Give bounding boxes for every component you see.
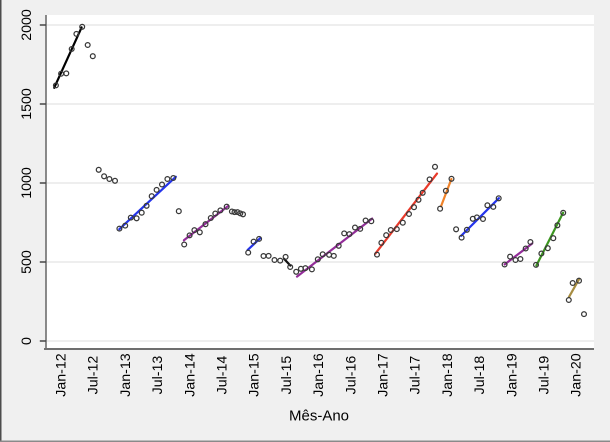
svg-text:Jan-14: Jan-14 bbox=[182, 353, 198, 396]
svg-text:Jan-18: Jan-18 bbox=[440, 353, 456, 396]
svg-text:Jan-17: Jan-17 bbox=[376, 353, 392, 396]
svg-text:500: 500 bbox=[19, 250, 35, 274]
svg-text:1000: 1000 bbox=[19, 167, 35, 199]
svg-text:Jan-12: Jan-12 bbox=[54, 353, 70, 396]
svg-text:Jul-16: Jul-16 bbox=[343, 356, 359, 395]
svg-text:Jan-20: Jan-20 bbox=[569, 353, 585, 396]
svg-text:Jan-13: Jan-13 bbox=[118, 353, 134, 396]
svg-text:0: 0 bbox=[19, 337, 35, 345]
svg-text:Jul-12: Jul-12 bbox=[86, 356, 102, 395]
svg-text:Jul-14: Jul-14 bbox=[215, 356, 231, 395]
svg-text:Jul-17: Jul-17 bbox=[408, 356, 424, 395]
svg-text:Jan-16: Jan-16 bbox=[311, 353, 327, 396]
svg-text:Jul-13: Jul-13 bbox=[150, 356, 166, 395]
svg-text:Jan-19: Jan-19 bbox=[504, 353, 520, 396]
svg-text:Jul-19: Jul-19 bbox=[537, 356, 553, 395]
svg-text:Jul-18: Jul-18 bbox=[472, 356, 488, 395]
svg-text:Mês-Ano: Mês-Ano bbox=[289, 408, 349, 425]
svg-text:Jan-15: Jan-15 bbox=[247, 353, 263, 396]
svg-text:1500: 1500 bbox=[19, 88, 35, 120]
svg-text:2000: 2000 bbox=[19, 9, 35, 41]
svg-text:Jul-15: Jul-15 bbox=[279, 356, 295, 395]
